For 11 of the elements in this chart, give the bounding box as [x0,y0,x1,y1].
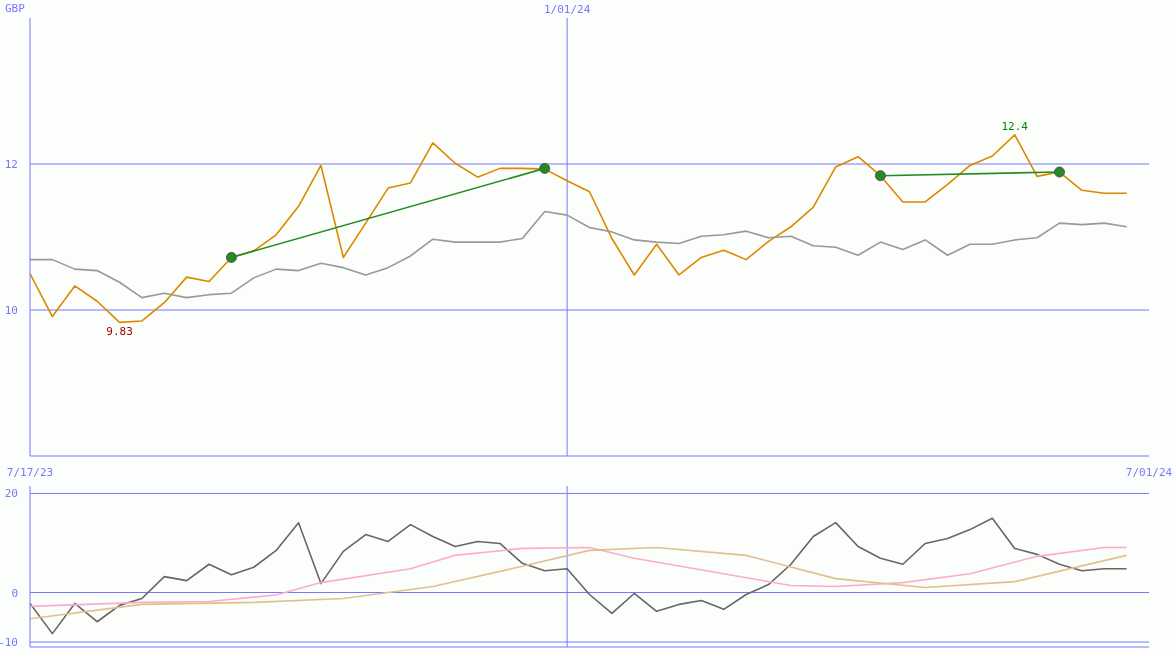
y-tick-label: -10 [0,636,18,650]
y-tick-label: 0 [11,586,18,600]
y-tick-label: 10 [4,304,18,317]
ref-line-label: 1/01/24 [543,3,591,16]
y-tick-label: 20 [4,487,18,501]
annotation: 9.83 [106,325,133,339]
y-tick-label: 12 [4,158,18,171]
x-tick-label: 7/01/24 [1125,466,1173,479]
annotation: 12.4 [1001,119,1029,133]
x-tick-label: 7/17/23 [6,466,54,479]
text: GBP [5,2,25,15]
